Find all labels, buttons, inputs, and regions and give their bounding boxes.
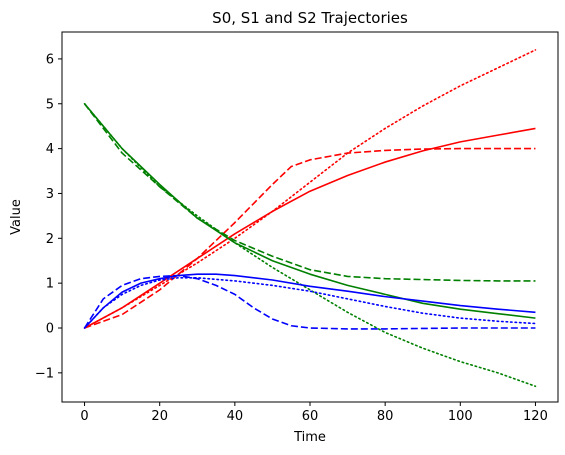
y-tick-label: 6	[46, 52, 54, 67]
series-line-9	[83, 276, 537, 329]
axes-layer: 0 20 40 60 80 100 120 −1 0 1 2 3 4 5 6	[35, 52, 548, 424]
y-tick-label: 0	[46, 322, 54, 337]
series-layer	[83, 49, 537, 388]
series-line-3	[83, 49, 537, 329]
series-line-1	[84, 127, 536, 329]
x-tick-label: 20	[151, 409, 168, 424]
x-tick-label: 40	[227, 409, 244, 424]
y-axis-label: Value	[9, 199, 24, 235]
x-tick-label: 80	[377, 409, 394, 424]
y-tick-label: 5	[46, 97, 54, 112]
series-line-2	[84, 147, 536, 329]
y-tick-label: 4	[46, 142, 54, 157]
plot-frame	[61, 31, 559, 403]
y-tick-label: −1	[35, 366, 54, 381]
x-tick-label: 120	[523, 409, 548, 424]
x-tick-label: 60	[302, 409, 319, 424]
x-tick-label: 0	[80, 409, 88, 424]
x-tick-label: 100	[448, 409, 473, 424]
series-line-4	[83, 103, 536, 319]
y-tick-label: 2	[46, 232, 54, 247]
x-axis-label: Time	[293, 430, 326, 445]
y-tick-label: 3	[46, 187, 54, 202]
y-tick-label: 1	[46, 277, 54, 292]
chart-title: S0, S1 and S2 Trajectories	[212, 9, 408, 27]
series-line-8	[83, 274, 536, 330]
series-line-6	[83, 102, 537, 388]
series-line-7	[83, 273, 536, 329]
